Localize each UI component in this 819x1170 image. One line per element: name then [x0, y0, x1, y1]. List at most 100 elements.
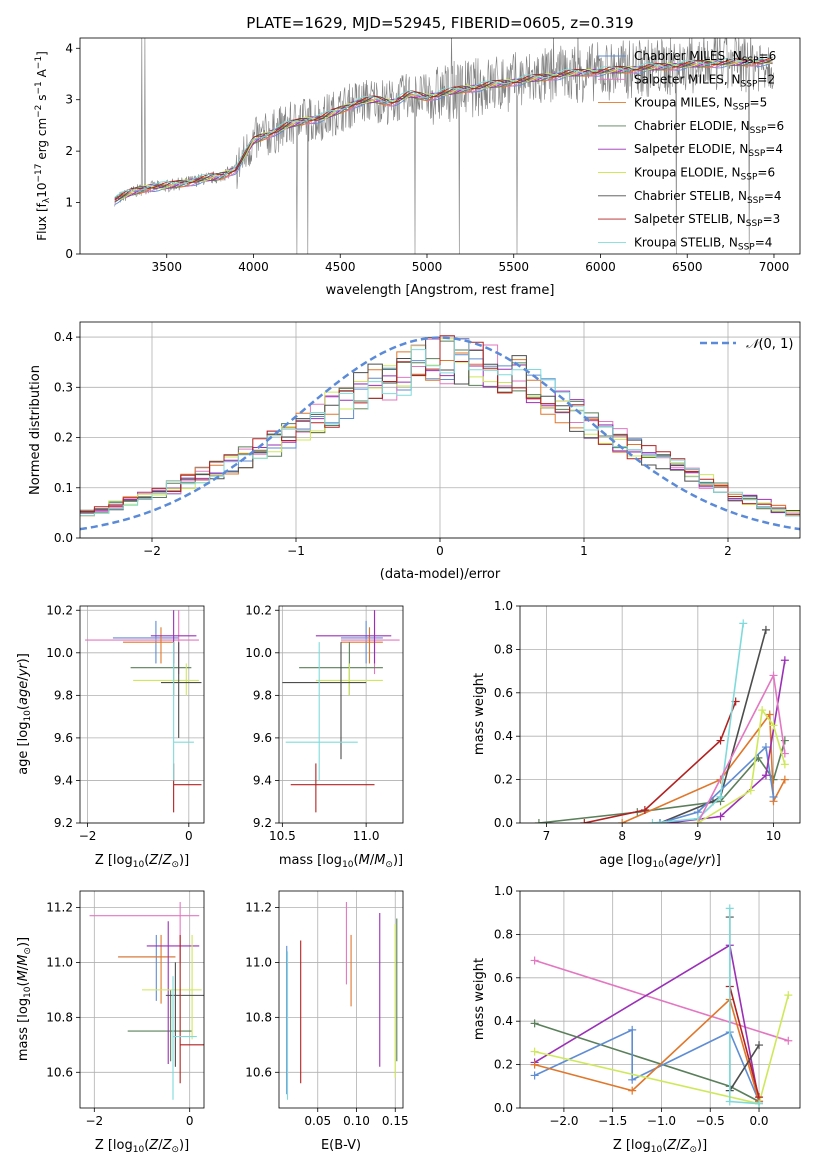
y-tick-label: 9.4 [54, 773, 73, 787]
y-tick-label: 10.8 [245, 1010, 272, 1024]
y-tick-label: 0.2 [494, 773, 513, 787]
mass-weight-point [530, 1060, 539, 1069]
y-tick-label: 0.0 [494, 816, 513, 830]
mass-weight-point [618, 819, 627, 823]
residual-histogram [80, 335, 800, 515]
mass-weight-point [755, 1041, 764, 1050]
legend-entry: Salpeter STELIB, NSSP=3 [634, 212, 780, 229]
mass-ebv-x-axis-label: E(B-V) [321, 1138, 361, 1153]
legend-entry: Kroupa MILES, NSSP=5 [634, 96, 767, 113]
y-tick-label: 0.4 [54, 330, 73, 344]
age-z-plot-area [85, 610, 202, 813]
mass-ebv-plot-area [286, 901, 398, 1100]
mass-weight-line [534, 998, 760, 1102]
weight-age-ticks: 7 8 9 10 0.0 0.2 0.4 0.6 0.8 1.0 [494, 599, 781, 843]
observed-spectrum [114, 38, 774, 254]
mass-weight-point [784, 1036, 793, 1045]
x-tick-label: 0.05 [304, 1114, 331, 1128]
mass-weight-line [729, 986, 760, 1098]
y-tick-label: 11.0 [245, 955, 272, 969]
y-tick-label: 9.2 [253, 816, 272, 830]
mass-vs-metallicity-chart: −2 0 10.6 10.8 11.0 11.2 Z [log10(Z/Z⊙)] mass… [16, 890, 205, 1155]
age-mass-plot-area [282, 610, 400, 813]
x-tick-label: 10.5 [269, 829, 296, 843]
y-tick-label: 0.6 [494, 686, 513, 700]
weight-z-y-axis-label: mass weight [472, 958, 487, 1040]
residual-x-axis-label: (data-model)/error [380, 567, 501, 582]
y-tick-label: 0.0 [494, 1101, 513, 1115]
weight-age-axes-frame [519, 605, 801, 824]
mass-z-x-axis-label: Z [log10(Z/Z⊙)] [95, 1138, 189, 1155]
normal-distribution-curve [80, 336, 800, 531]
age-z-ticks: −2 0 9.2 9.4 9.6 9.8 10.0 10.2 [46, 603, 192, 843]
age-mass-ticks: 10.5 11.0 9.2 9.4 9.6 9.8 10.0 10.2 [245, 603, 379, 843]
legend-entry: Chabrier STELIB, NSSP=4 [634, 189, 782, 206]
mass-weight-line [538, 740, 786, 823]
x-tick-label: 2 [724, 544, 732, 558]
mass-weight-line [652, 623, 744, 823]
weight-z-axes-frame [519, 890, 801, 1109]
mass-weight-point [693, 819, 702, 823]
legend-entry: Kroupa STELIB, NSSP=4 [634, 235, 772, 252]
y-tick-label: 3 [65, 93, 73, 107]
y-tick-label: 11.0 [46, 955, 73, 969]
mass-weight-line [659, 629, 767, 823]
legend-entry: Kroupa ELODIE, NSSP=6 [634, 166, 775, 183]
mass-weight-point [640, 805, 649, 814]
y-tick-label: 0.6 [494, 971, 513, 985]
y-tick-label: 0.8 [494, 642, 513, 656]
y-tick-label: 9.6 [253, 731, 272, 745]
mass-weight-point [530, 956, 539, 965]
model-spectrum-line [114, 59, 773, 199]
legend-entry: Salpeter ELODIE, NSSP=4 [634, 142, 783, 159]
y-tick-label: 10.2 [245, 603, 272, 617]
x-tick-label: 4000 [238, 260, 269, 274]
mass-weight-point [761, 625, 770, 634]
y-tick-label: 0 [65, 247, 73, 261]
mass-weight-point [716, 812, 725, 821]
mass-weight-point [784, 991, 793, 1000]
y-tick-label: 1.0 [494, 599, 513, 613]
y-tick-label: 9.6 [54, 731, 73, 745]
mass-weight-point [663, 819, 672, 823]
mass-z-axes-frame [79, 890, 205, 1109]
mass-weight-point [758, 706, 767, 715]
x-tick-label: 6500 [672, 260, 703, 274]
residual-histogram [80, 338, 800, 517]
mass-weight-point [656, 819, 664, 823]
mass-weight-point [780, 760, 789, 769]
weight-z-plot-area [530, 904, 793, 1108]
mass-weight-point [580, 819, 589, 823]
spectrum-plot-area [114, 38, 774, 254]
x-tick-label: −1 [287, 544, 305, 558]
x-tick-label: 0 [185, 829, 193, 843]
chart-title: PLATE=1629, MJD=52945, FIBERID=0605, z=0… [246, 14, 633, 32]
x-tick-label: 8 [618, 829, 626, 843]
y-tick-label: 1.0 [494, 884, 513, 898]
y-tick-label: 10.8 [46, 1010, 73, 1024]
x-tick-label: −0.5 [696, 1114, 725, 1128]
y-tick-label: 2 [65, 144, 73, 158]
x-tick-label: 5000 [412, 260, 443, 274]
x-tick-label: −2 [85, 1114, 103, 1128]
mass-weight-line [659, 745, 775, 823]
model-spectrum-line [114, 59, 773, 201]
age-z-y-axis-label: age [log10(age/yr)] [16, 653, 33, 775]
mass-weight-point [780, 656, 789, 665]
mass-weight-point [530, 1019, 539, 1028]
model-spectrum-line [114, 56, 773, 201]
x-tick-label: 1 [580, 544, 588, 558]
model-spectrum-line [114, 56, 773, 198]
x-tick-label: 9 [694, 829, 702, 843]
residual-y-axis-label: Normed distribution [28, 365, 43, 495]
weight-z-grid [520, 890, 800, 1109]
legend-entry: Salpeter MILES, NSSP=2 [634, 72, 775, 89]
x-tick-label: 5500 [498, 260, 529, 274]
mass-weight-point [765, 710, 774, 719]
mass-weight-point [534, 819, 543, 823]
x-tick-label: 4500 [325, 260, 356, 274]
legend-entry: Chabrier ELODIE, NSSP=6 [634, 119, 784, 136]
mass-weight-point [530, 1047, 539, 1056]
mass-weight-point [761, 743, 770, 752]
